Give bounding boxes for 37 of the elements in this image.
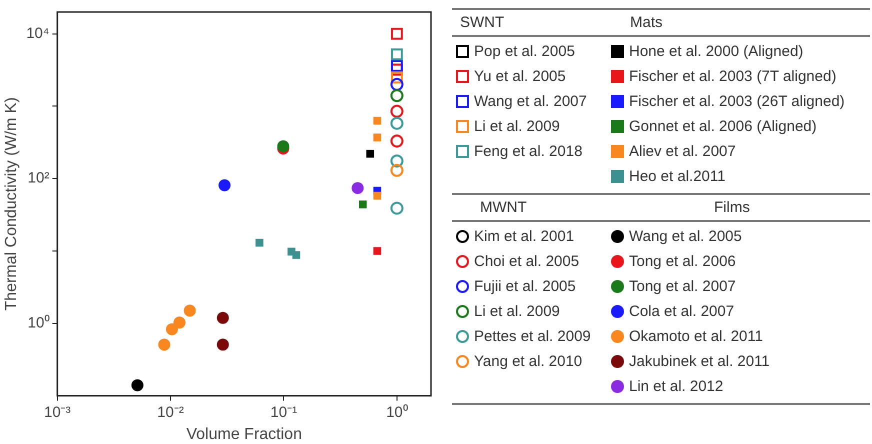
y-axis-title: Thermal Conductivity (W/m K): [3, 97, 20, 311]
legend-label: Pop et al. 2005: [474, 43, 575, 60]
x-tick-label: 10⁻³: [44, 404, 71, 421]
x-axis-title: Volume Fraction: [186, 426, 302, 443]
y-tick-label: 10⁰: [28, 314, 50, 332]
legend-label: Wang et al. 2007: [474, 93, 587, 110]
legend-label: Hone et al. 2000 (Aligned): [629, 43, 804, 60]
x-tick-label: 10⁰: [386, 404, 408, 421]
legend-label: Pettes et al. 2009: [474, 328, 591, 345]
text: Mats: [630, 13, 663, 33]
text: Films: [713, 198, 750, 218]
legend-label: Okamoto et al. 2011: [629, 328, 763, 345]
legend-label: Cola et al. 2007: [629, 303, 734, 320]
y-tick-label: 10²: [28, 170, 50, 187]
legend-label: Gonnet et al. 2006 (Aligned): [629, 118, 817, 135]
legend-label: Heo et al.2011: [629, 168, 726, 185]
legend-label: Fischer et al. 2003 (26T aligned): [629, 93, 845, 110]
x-tick-label: 10⁻¹: [270, 404, 298, 421]
legend-label: Wang et al. 2005: [629, 228, 742, 245]
legend-label: Choi et al. 2005: [474, 253, 580, 270]
legend-label: Fujii et al. 2005: [474, 278, 576, 295]
legend-label: Tong et al. 2007: [629, 278, 736, 295]
legend-label: Li et al. 2009: [474, 303, 560, 320]
x-tick-label: 10⁻²: [157, 404, 184, 421]
text: SWNT: [459, 13, 506, 33]
legend-label: Tong et al. 2006: [629, 253, 736, 270]
legend-label: Feng et al. 2018: [474, 143, 582, 160]
legend-label: Li et al. 2009: [474, 118, 560, 135]
legend-label: Lin et al. 2012: [629, 378, 724, 395]
legend-label: Yu et al. 2005: [474, 68, 566, 85]
legend-label: Aliev et al. 2007: [629, 143, 736, 160]
legend-label: Jakubinek et al. 2011: [629, 353, 770, 370]
legend-label: Kim et al. 2001: [474, 228, 574, 245]
y-tick-label: 10⁴: [26, 24, 50, 42]
text: MWNT: [479, 198, 528, 218]
legend-label: Fischer et al. 2003 (7T aligned): [629, 68, 836, 85]
legend-label: Yang et al. 2010: [474, 353, 582, 370]
